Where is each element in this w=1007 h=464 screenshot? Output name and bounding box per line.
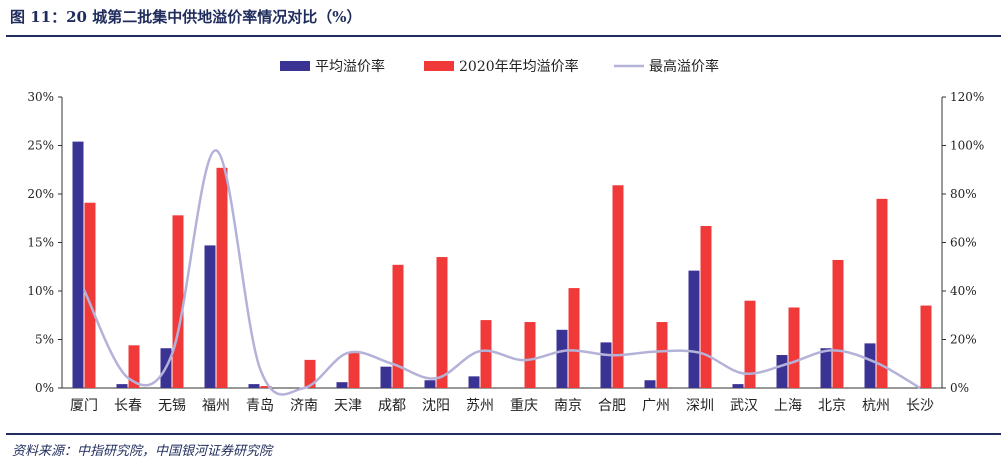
y-tick-label-left: 20% [27,187,54,201]
x-tick-label: 无锡 [158,398,186,414]
bar-2020-premium [524,322,536,388]
x-tick-label: 长春 [114,398,142,414]
y-tick-label-right: 40% [950,284,977,298]
bar-2020-premium [876,198,888,388]
bar-2020-premium [348,352,360,388]
bar-avg-premium [600,342,612,388]
x-tick-label: 重庆 [510,398,538,414]
lines [82,149,921,396]
bar-avg-premium [204,245,216,388]
y-tick-label-left: 5% [35,333,54,347]
legend-swatch-2020 [424,61,454,71]
x-tick-label: 沈阳 [422,398,450,414]
line-max-premium [82,149,921,396]
bar-2020-premium [788,307,800,388]
x-tick-label: 苏州 [466,398,494,414]
x-tick-label: 天津 [334,398,362,414]
x-tick-label: 青岛 [246,398,274,414]
legend-label-avg: 平均溢价率 [315,58,385,75]
y-tick-label-left: 30% [27,90,54,104]
bar-avg-premium [72,141,84,388]
bar-2020-premium [700,226,712,388]
x-tick-label: 北京 [818,398,846,414]
y-tick-label-right: 100% [950,139,984,153]
bar-avg-premium [248,384,260,388]
x-tick-label: 杭州 [862,398,890,414]
bar-avg-premium [116,384,128,388]
y-tick-label-left: 0% [35,381,54,395]
x-tick-label: 武汉 [730,398,758,414]
bar-2020-premium [436,257,448,388]
y-tick-label-right: 80% [950,187,977,201]
bar-2020-premium [392,264,404,388]
bar-2020-premium [480,320,492,388]
bar-avg-premium [424,380,436,388]
bar-2020-premium [656,322,668,388]
x-tick-label: 南京 [554,398,582,414]
legend-label-max: 最高溢价率 [649,58,719,75]
title-rule [6,35,1001,37]
source-note: 资料来源：中指研究院，中国银河证券研究院 [12,444,273,459]
bar-2020-premium [612,185,624,388]
x-tick-label: 深圳 [686,398,714,414]
bar-2020-premium [216,167,228,388]
bar-2020-premium [172,215,184,388]
footer-rule [6,433,1001,435]
bar-2020-premium [744,300,756,388]
bar-2020-premium [920,305,932,388]
y-tick-label-right: 120% [950,90,984,104]
x-tick-label: 上海 [774,398,802,414]
bar-2020-premium [128,345,140,388]
bar-avg-premium [468,376,480,388]
bar-2020-premium [304,359,316,388]
legend: 平均溢价率 2020年年均溢价率 最高溢价率 [280,58,719,75]
bar-avg-premium [556,329,568,388]
legend-swatch-avg [280,61,310,71]
x-tick-label: 厦门 [70,398,98,414]
y-tick-label-right: 0% [950,381,969,395]
bar-avg-premium [864,343,876,388]
legend-label-2020: 2020年年均溢价率 [459,58,579,75]
y-tick-label-left: 25% [27,139,54,153]
chart-title: 图 11：20 城第二批集中供地溢价率情况对比（%） [10,8,362,26]
bar-2020-premium [84,202,96,388]
x-tick-label: 合肥 [598,398,626,414]
bar-avg-premium [820,348,832,388]
x-tick-label: 广州 [642,398,670,414]
bars [72,141,932,388]
x-tick-label: 长沙 [906,398,934,414]
bar-avg-premium [776,355,788,388]
y-tick-label-left: 10% [27,284,54,298]
y-tick-label-left: 15% [27,236,54,250]
x-tick-label: 成都 [378,398,406,414]
x-tick-label: 福州 [202,398,230,414]
bar-avg-premium [644,380,656,388]
x-tick-label: 济南 [290,398,318,414]
bar-avg-premium [732,384,744,388]
bar-avg-premium [380,366,392,388]
bar-2020-premium [832,259,844,388]
bar-avg-premium [688,270,700,388]
y-tick-label-right: 20% [950,333,977,347]
bar-2020-premium [568,288,580,388]
bar-avg-premium [336,382,348,388]
bar-2020-premium [260,386,272,388]
y-tick-label-right: 60% [950,236,977,250]
